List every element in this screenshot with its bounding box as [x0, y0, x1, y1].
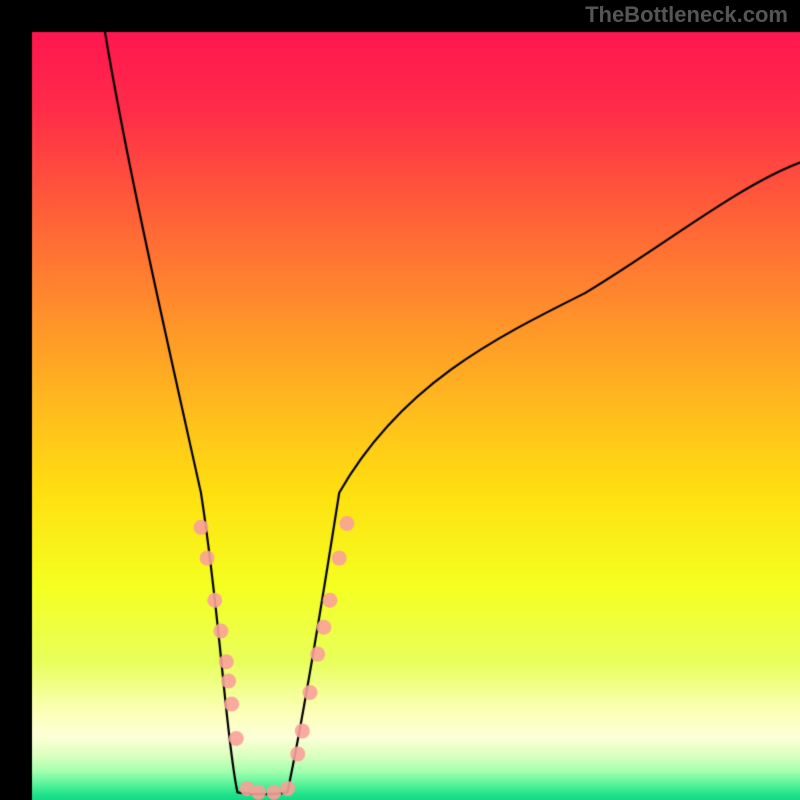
watermark-text: TheBottleneck.com [585, 2, 788, 28]
bottleneck-curve-chart [0, 0, 800, 800]
chart-container: { "canvas": { "width": 800, "height": 80… [0, 0, 800, 800]
